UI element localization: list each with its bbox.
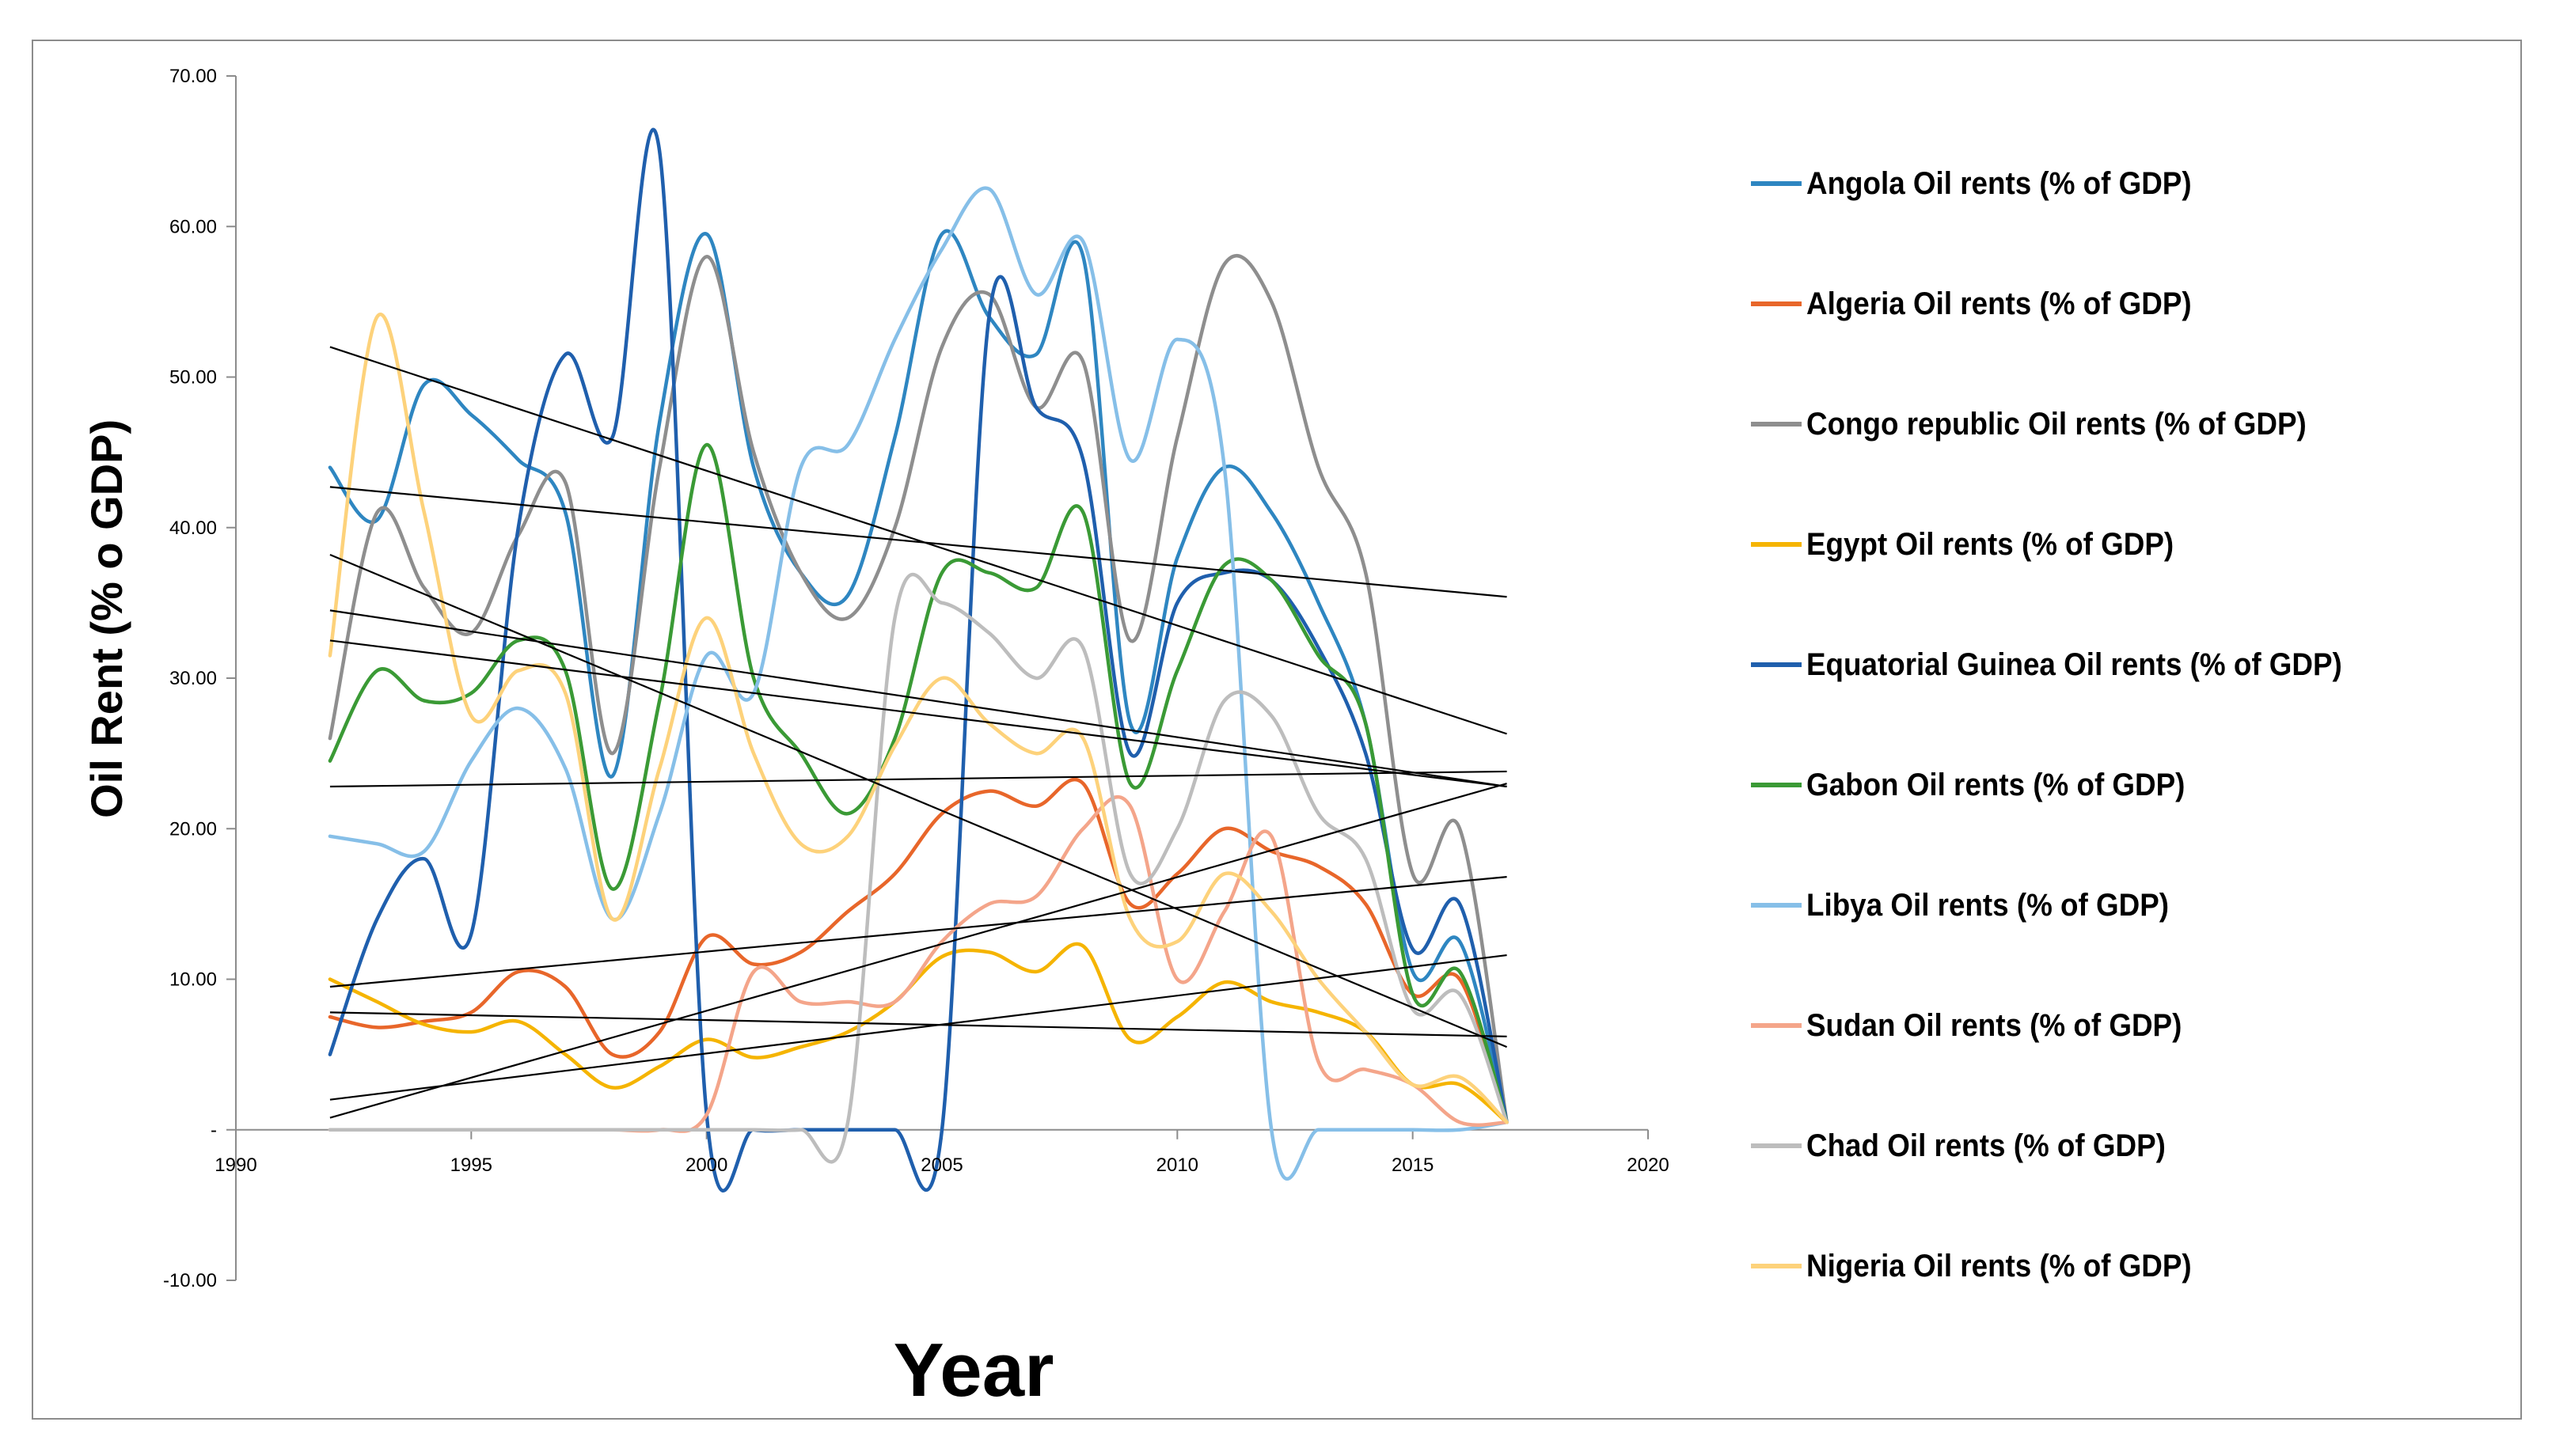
y-tick-label: 20.00 bbox=[169, 818, 217, 840]
legend-item: Equatorial Guinea Oil rents (% of GDP) bbox=[1751, 641, 2389, 688]
trendline-1 bbox=[329, 486, 1507, 598]
y-tick-label: 10.00 bbox=[169, 969, 217, 991]
y-tick-label: -10.00 bbox=[163, 1270, 217, 1291]
line-chart: 70.00 60.00 50.00 40.00 30.00 20.00 10.00 - -10.… bbox=[82, 66, 1669, 1412]
chart-frame: 70.00 60.00 50.00 40.00 30.00 20.00 10.00 - -10.… bbox=[32, 40, 2522, 1420]
x-tick-label: 1990 bbox=[215, 1155, 256, 1176]
trendline-9 bbox=[329, 783, 1507, 1119]
y-tick-label: 70.00 bbox=[169, 66, 217, 87]
legend-swatch bbox=[1751, 903, 1802, 908]
trendline-7 bbox=[329, 1011, 1507, 1037]
series-line-4 bbox=[328, 128, 1509, 1192]
legend-label: Algeria Oil rents (% of GDP) bbox=[1806, 286, 2192, 321]
y-tick-label: - bbox=[211, 1120, 217, 1141]
legend-item: Libya Oil rents (% of GDP) bbox=[1751, 882, 2201, 929]
legend-swatch bbox=[1751, 1143, 1802, 1148]
legend-label: Gabon Oil rents (% of GDP) bbox=[1806, 767, 2186, 802]
legend-swatch bbox=[1751, 1023, 1802, 1028]
y-tick-label: 40.00 bbox=[169, 518, 217, 539]
legend-swatch bbox=[1751, 783, 1802, 787]
legend-swatch bbox=[1751, 181, 1802, 186]
legend-item: Nigeria Oil rents (% of GDP) bbox=[1751, 1242, 2225, 1290]
trendline-3 bbox=[329, 609, 1507, 788]
legend-swatch bbox=[1751, 542, 1802, 547]
legend-label: Congo republic Oil rents (% of GDP) bbox=[1806, 406, 2307, 442]
trendline-0 bbox=[329, 346, 1507, 735]
series-line-2 bbox=[328, 253, 1509, 1124]
x-tick-label: 2005 bbox=[921, 1155, 963, 1176]
y-axis-title: Oil Rent (% o GDP) bbox=[82, 419, 131, 818]
legend-item: Angola Oil rents (% of GDP) bbox=[1751, 160, 2225, 207]
legend-item: Gabon Oil rents (% of GDP) bbox=[1751, 761, 2218, 809]
series-line-3 bbox=[328, 942, 1509, 1124]
legend-item: Congo republic Oil rents (% of GDP) bbox=[1751, 400, 2350, 448]
legend-swatch bbox=[1751, 1264, 1802, 1268]
series-layer bbox=[328, 128, 1509, 1192]
series-line-8 bbox=[328, 572, 1509, 1164]
trendline-8 bbox=[329, 954, 1507, 1101]
legend-label: Angola Oil rents (% of GDP) bbox=[1806, 165, 2192, 201]
trendline-5 bbox=[329, 770, 1507, 788]
trendline-4 bbox=[329, 639, 1507, 788]
legend-swatch bbox=[1751, 662, 1802, 667]
series-line-9 bbox=[328, 313, 1509, 1124]
x-axis-title: Year bbox=[894, 1328, 1054, 1412]
axis-labels: 70.00 60.00 50.00 40.00 30.00 20.00 10.00 - -10.… bbox=[82, 66, 1669, 1412]
legend-label: Egypt Oil rents (% of GDP) bbox=[1806, 526, 2174, 562]
legend-swatch bbox=[1751, 422, 1802, 427]
x-tick-label: 2010 bbox=[1156, 1155, 1198, 1176]
legend-label: Nigeria Oil rents (% of GDP) bbox=[1806, 1248, 2192, 1283]
x-tick-label: 1995 bbox=[450, 1155, 492, 1176]
legend-swatch bbox=[1751, 301, 1802, 306]
x-tick-label: 2015 bbox=[1392, 1155, 1434, 1176]
trendline-6 bbox=[329, 876, 1507, 988]
legend-label: Chad Oil rents (% of GDP) bbox=[1806, 1128, 2166, 1163]
legend-item: Sudan Oil rents (% of GDP) bbox=[1751, 1002, 2215, 1049]
series-line-7 bbox=[328, 794, 1509, 1133]
series-line-5 bbox=[328, 442, 1509, 1124]
legend-label: Libya Oil rents (% of GDP) bbox=[1806, 887, 2170, 923]
legend-item: Egypt Oil rents (% of GDP) bbox=[1751, 521, 2205, 568]
legend-label: Sudan Oil rents (% of GDP) bbox=[1806, 1007, 2182, 1043]
y-tick-label: 30.00 bbox=[169, 668, 217, 689]
x-tick-label: 2020 bbox=[1627, 1155, 1669, 1176]
legend-label: Equatorial Guinea Oil rents (% of GDP) bbox=[1806, 646, 2342, 682]
legend-item: Algeria Oil rents (% of GDP) bbox=[1751, 280, 2225, 328]
legend-item: Chad Oil rents (% of GDP) bbox=[1751, 1122, 2197, 1170]
trendline-2 bbox=[329, 553, 1508, 1048]
series-line-6 bbox=[328, 186, 1509, 1181]
y-tick-label: 50.00 bbox=[169, 367, 217, 389]
trendline-layer bbox=[329, 346, 1508, 1119]
x-tick-label: 2000 bbox=[685, 1155, 727, 1176]
y-tick-label: 60.00 bbox=[169, 216, 217, 237]
